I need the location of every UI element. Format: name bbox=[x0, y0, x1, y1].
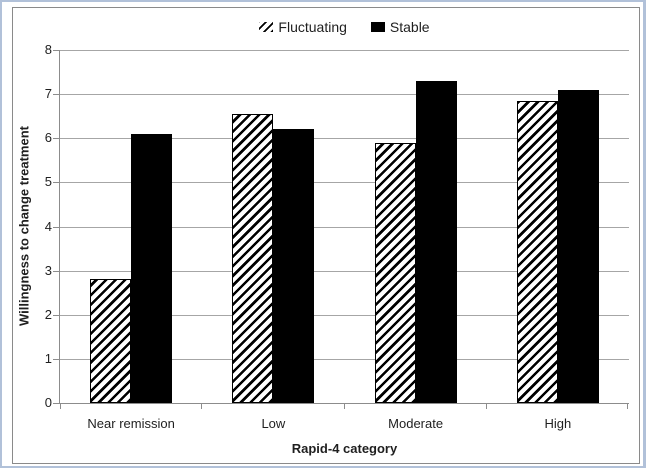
x-category-label: High bbox=[544, 416, 572, 431]
x-category-label: Near remission bbox=[87, 416, 175, 431]
gridline bbox=[60, 358, 629, 360]
y-tick-mark bbox=[53, 182, 59, 184]
x-axis-line bbox=[59, 403, 629, 404]
legend-item-fluctuating: Fluctuating bbox=[259, 19, 347, 35]
legend-item-stable: Stable bbox=[370, 19, 430, 35]
gridline bbox=[60, 226, 629, 228]
x-tick-mark bbox=[485, 404, 487, 409]
y-tick-label: 7 bbox=[44, 86, 52, 102]
y-tick-label: 0 bbox=[44, 395, 52, 410]
hatched-swatch-icon bbox=[259, 22, 274, 32]
bar-fluctuating-2 bbox=[232, 113, 274, 403]
y-tick-label: 1 bbox=[44, 350, 52, 366]
y-tick-mark bbox=[53, 270, 59, 272]
y-tick-mark bbox=[53, 403, 59, 404]
x-category-label: Moderate bbox=[388, 416, 444, 431]
y-tick-label: 3 bbox=[44, 262, 52, 278]
gridline bbox=[60, 50, 629, 51]
y-tick-mark bbox=[53, 94, 59, 96]
y-axis-line bbox=[59, 50, 60, 404]
gridline bbox=[60, 270, 629, 272]
bar-fluctuating-3 bbox=[374, 142, 416, 403]
bar-stable-3 bbox=[415, 80, 457, 403]
x-tick-mark bbox=[60, 404, 61, 409]
chart-frame: Fluctuating Stable Willingness to change … bbox=[12, 7, 640, 464]
bar-stable-4 bbox=[557, 89, 599, 403]
x-tick-mark bbox=[343, 404, 345, 409]
legend-label: Stable bbox=[389, 19, 430, 35]
plot-area: Willingness to change treatment Rapid-4 … bbox=[17, 42, 629, 456]
x-axis-title: Rapid-4 category bbox=[291, 441, 398, 456]
legend: Fluctuating Stable bbox=[60, 19, 629, 35]
bar-fluctuating-1 bbox=[90, 279, 132, 403]
x-category-label: Low bbox=[261, 416, 286, 431]
y-tick-mark bbox=[53, 50, 59, 51]
y-tick-mark bbox=[53, 138, 59, 140]
bar-stable-1 bbox=[131, 133, 173, 403]
y-tick-label: 5 bbox=[44, 174, 52, 190]
legend-label: Fluctuating bbox=[278, 19, 347, 35]
y-tick-label: 4 bbox=[44, 218, 52, 234]
y-tick-label: 8 bbox=[44, 42, 52, 57]
bar-fluctuating-4 bbox=[516, 100, 558, 403]
x-tick-mark bbox=[201, 404, 203, 409]
gridline bbox=[60, 138, 629, 140]
x-tick-mark bbox=[627, 404, 628, 409]
bar-stable-2 bbox=[273, 129, 315, 403]
solid-swatch-icon bbox=[370, 22, 385, 32]
gridline bbox=[60, 314, 629, 316]
gridline bbox=[60, 182, 629, 184]
y-tick-mark bbox=[53, 358, 59, 360]
y-tick-label: 6 bbox=[44, 130, 52, 146]
y-tick-mark bbox=[53, 226, 59, 228]
y-tick-mark bbox=[53, 314, 59, 316]
gridline bbox=[60, 94, 629, 96]
y-tick-label: 2 bbox=[44, 306, 52, 322]
